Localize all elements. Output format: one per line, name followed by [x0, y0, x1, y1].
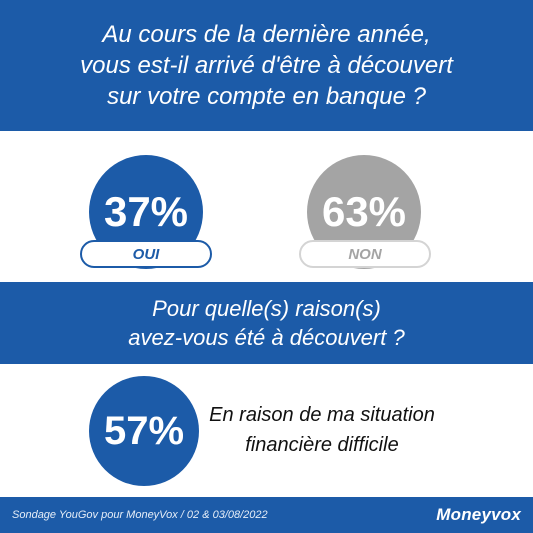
no-answer-pill: NON: [299, 240, 431, 268]
no-answer-label: NON: [348, 245, 382, 263]
question-line: sur votre compte en banque ?: [107, 83, 426, 110]
reason-line: financière difficile: [245, 434, 399, 456]
yes-answer-label: OUI: [132, 245, 160, 263]
reason-percentage-circle: 57%: [89, 376, 199, 486]
question-line: Au cours de la dernière année,: [102, 21, 431, 48]
no-percentage-label: 63%: [321, 188, 407, 235]
follow-up-question-line: avez-vous été à découvert ?: [128, 325, 405, 350]
follow-up-question-line: Pour quelle(s) raison(s): [152, 296, 381, 321]
question-banner: Au cours de la dernière année, vous est-…: [0, 0, 533, 131]
question-line: vous est-il arrivé d'être à découvert: [80, 52, 453, 79]
footer-bar: Sondage YouGov pour MoneyVox / 02 & 03/0…: [0, 497, 533, 533]
follow-up-question-banner: Pour quelle(s) raison(s) avez-vous été à…: [0, 282, 533, 364]
brand-logo: Moneyvox: [436, 505, 521, 524]
yes-answer-pill: OUI: [80, 240, 212, 268]
reason-percentage-label: 57%: [103, 408, 185, 453]
reason-line: En raison de ma situation: [209, 404, 435, 426]
source-note: Sondage YouGov pour MoneyVox / 02 & 03/0…: [12, 509, 268, 521]
yes-percentage-label: 37%: [103, 188, 189, 235]
reason-text: En raison de ma situation financière dif…: [202, 400, 442, 460]
